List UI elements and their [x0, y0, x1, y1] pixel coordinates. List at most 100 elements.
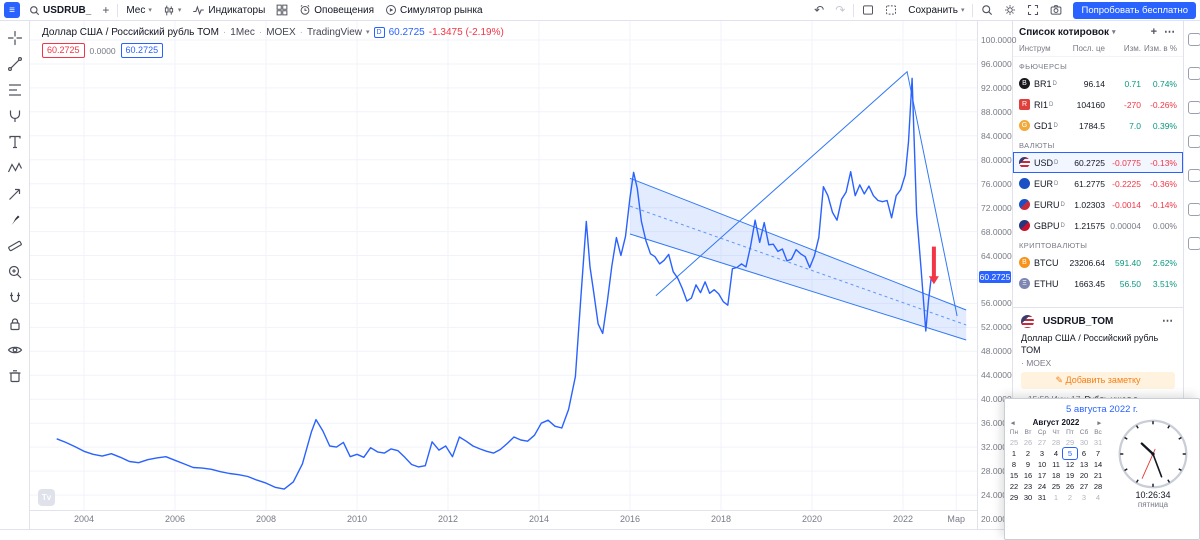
chat-sidebar-icon[interactable] [1188, 203, 1200, 216]
pitchfork-tool[interactable] [4, 107, 26, 124]
calendar-day[interactable]: 6 [1081, 449, 1087, 458]
fullscreen-button[interactable] [1022, 3, 1044, 17]
chart-pane[interactable] [30, 21, 977, 510]
delayed-data-badge[interactable]: D [373, 27, 385, 38]
watchlist-row-br1[interactable]: B BR1 D 96.14 0.71 0.74% [1013, 73, 1183, 94]
symbol-description-link[interactable]: Доллар США / Российский рубль ТОМ [1021, 333, 1159, 355]
calendar-day[interactable]: 26 [1065, 482, 1075, 491]
watchlist-row-euru[interactable]: EURU D 1.02303 -0.0014 -0.14% [1013, 194, 1183, 215]
cursor-tool[interactable] [4, 29, 26, 46]
text-tool[interactable] [4, 133, 26, 150]
watchlist-more-button[interactable]: ⋯ [1164, 26, 1175, 38]
time-axis[interactable]: 2004 2006 2008 2010 2012 2014 2016 2018 2020 2022… [30, 510, 977, 529]
layout-templates-button[interactable] [271, 3, 293, 17]
calendar-day[interactable]: 24 [1037, 482, 1047, 491]
add-note-button[interactable]: ✎ Добавить заметку [1021, 372, 1175, 390]
watchlist-column-header[interactable]: Изм. [1123, 44, 1141, 53]
calendar-day[interactable]: 27 [1079, 482, 1089, 491]
calendar-day[interactable]: 22 [1009, 482, 1019, 491]
quick-search-button[interactable] [976, 3, 998, 17]
calendar-day[interactable]: 19 [1065, 471, 1075, 480]
calendar-day[interactable]: 30 [1023, 493, 1033, 502]
try-free-cta-button[interactable]: Попробовать бесплатно [1073, 1, 1196, 19]
price-axis[interactable]: 100.0000 96.0000 92.0000 88.0000 84.0000 80.0… [977, 21, 1016, 540]
watchlist-row-gbpu[interactable]: GBPU D 1.21575 0.00004 0.00% [1013, 215, 1183, 236]
forecast-tool[interactable] [4, 185, 26, 202]
calendar-day[interactable]: 8 [1011, 460, 1017, 469]
chart-style-button[interactable]: ▾ [158, 3, 187, 18]
layout-select-button[interactable] [857, 3, 879, 17]
lock-drawings-tool[interactable] [4, 315, 26, 332]
watchlist-row-eur[interactable]: EUR D 61.2775 -0.2225 -0.36% [1013, 173, 1183, 194]
watchlist-row-btcu[interactable]: B BTCU 23206.64 591.40 2.62% [1013, 252, 1183, 273]
calendar-day[interactable]: 14 [1093, 460, 1103, 469]
add-symbol-button[interactable]: + [1150, 26, 1157, 38]
calendar-day[interactable]: 1 [1053, 493, 1059, 502]
alerts-button[interactable]: Оповещения [294, 3, 379, 17]
buy-price-button[interactable]: 60.2725 [120, 43, 164, 58]
hotlists-sidebar-icon[interactable] [1188, 101, 1200, 114]
watchlist-row-ri1[interactable]: R RI1 D 104160 -270 -0.26% [1013, 94, 1183, 115]
symbol-search-button[interactable]: USDRUB_ [24, 4, 96, 17]
calendar-day[interactable]: 4 [1095, 493, 1101, 502]
zoom-tool[interactable] [4, 263, 26, 280]
notifications-sidebar-icon[interactable] [1188, 237, 1200, 250]
manage-layouts-button[interactable] [880, 3, 902, 17]
watchlist-column-header[interactable]: Инструм [1019, 44, 1051, 53]
calendar-day[interactable]: 27 [1037, 438, 1047, 447]
ideas-sidebar-icon[interactable] [1188, 169, 1200, 182]
calendar-day[interactable]: 21 [1093, 471, 1103, 480]
chart-legend[interactable]: Доллар США / Российский рубль ТОМ · 1Мес… [42, 27, 504, 38]
replay-button[interactable]: Симулятор рынка [380, 3, 488, 17]
calendar-day[interactable]: 31 [1037, 493, 1047, 502]
delete-drawings-tool[interactable] [4, 367, 26, 384]
calendar-day[interactable]: 30 [1079, 438, 1089, 447]
interval-button[interactable]: Мес ▾ [121, 4, 157, 17]
sell-price-button[interactable]: 60.2725 [42, 43, 85, 58]
calendar-day[interactable]: 13 [1079, 460, 1089, 469]
calendar-day[interactable]: 12 [1065, 460, 1075, 469]
watchlist-row-usd[interactable]: USD D 60.2725 -0.0775 -0.13% [1013, 152, 1183, 173]
brush-tool[interactable] [4, 211, 26, 228]
alerts-sidebar-icon[interactable] [1188, 67, 1200, 80]
calendar-day[interactable]: 31 [1093, 438, 1103, 447]
calendar-day[interactable]: 25 [1009, 438, 1019, 447]
redo-button[interactable]: ↷ [830, 3, 850, 17]
pattern-tool[interactable] [4, 159, 26, 176]
calendar-day[interactable]: 16 [1023, 471, 1033, 480]
compare-button[interactable]: + [97, 3, 114, 17]
watchlist-sidebar-icon[interactable] [1188, 33, 1200, 46]
calendar-sidebar-icon[interactable] [1188, 135, 1200, 148]
calendar-day[interactable]: 3 [1039, 449, 1045, 458]
trendline-tool[interactable] [4, 55, 26, 72]
watchlist-row-gd1[interactable]: G GD1 D 1784.5 7.0 0.39% [1013, 115, 1183, 136]
screenshot-button[interactable] [1045, 3, 1067, 17]
calendar-day[interactable]: 11 [1052, 460, 1060, 469]
calendar-day[interactable]: 4 [1053, 449, 1059, 458]
calendar-day[interactable]: 10 [1037, 460, 1047, 469]
undo-button[interactable]: ↶ [809, 3, 829, 17]
calendar-day[interactable]: 29 [1065, 438, 1075, 447]
calendar-day[interactable]: 15 [1009, 471, 1019, 480]
hide-drawings-tool[interactable] [4, 341, 26, 358]
measure-tool[interactable] [4, 237, 26, 254]
save-button[interactable]: Сохранить ▾ [903, 4, 969, 17]
calendar-day[interactable]: 7 [1095, 449, 1101, 458]
watchlist-title[interactable]: Список котировок [1019, 27, 1109, 38]
calendar-day[interactable]: 1 [1011, 449, 1017, 458]
app-menu-button[interactable]: ≡ [4, 2, 20, 18]
calendar-day[interactable]: 18 [1051, 471, 1061, 480]
calendar-day[interactable]: 20 [1079, 471, 1089, 480]
calendar-day[interactable]: 5 [1062, 447, 1078, 460]
magnet-tool[interactable] [4, 289, 26, 306]
watchlist-column-header[interactable]: Изм. в % [1144, 44, 1177, 53]
calendar-day[interactable]: 26 [1023, 438, 1033, 447]
calendar-day[interactable]: 2 [1067, 493, 1073, 502]
settings-button[interactable] [999, 3, 1021, 17]
symbol-detail-more-button[interactable]: ⋯ [1162, 315, 1173, 327]
prev-month-button[interactable]: ◂ [1011, 419, 1015, 427]
watchlist-row-ethu[interactable]: Ξ ETHU 1663.45 56.50 3.51% [1013, 273, 1183, 294]
watchlist-column-header[interactable]: Посл. це [1072, 44, 1105, 53]
next-month-button[interactable]: ▸ [1097, 419, 1101, 427]
calendar-day[interactable]: 28 [1093, 482, 1103, 491]
